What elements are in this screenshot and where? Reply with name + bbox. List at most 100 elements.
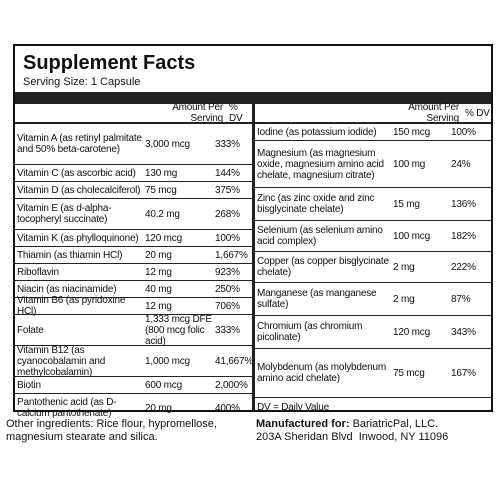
nutrient-name: Vitamin D (as cholecalciferol) [17,184,141,196]
right-table: Amount Per Serving % DV Iodine (as potassi… [255,102,491,417]
column-divider [252,104,255,410]
amount: 40.2 mg [145,208,180,220]
nutrient-row: Biotin 600 mcg 2,000% [15,377,252,394]
daily-value: 167% [451,367,476,379]
daily-value: 136% [451,198,476,210]
nutrient-row: Vitamin C (as ascorbic acid) 130 mg 144% [15,165,252,182]
supplement-label: Supplement Facts Serving Size: 1 Capsule… [13,44,493,419]
amount: 130 mg [145,167,178,179]
nutrient-row: Vitamin B6 (as pyridoxine HCl) 12 mg 706% [15,295,252,317]
nutrient-row: Vitamin E (as d-alpha-tocopheryl succina… [15,199,252,230]
amount: 12 mg [145,266,172,278]
serving-size: Serving Size: 1 Capsule [23,76,141,88]
nutrient-row: Selenium (as selenium amino acid complex… [255,221,491,252]
amount: 2 mg [393,261,415,273]
amount-header: Amount Per Serving [408,102,459,124]
nutrient-name: Magnesium (as magnesium oxide, magnesium… [257,147,384,181]
amount: 120 mcg [393,326,430,338]
amount: 100 mcg [393,230,430,242]
amount: 40 mg [145,283,172,295]
daily-value: 923% [215,266,240,278]
nutrient-row: Pantothenic acid (as D-calcium pantothen… [15,394,252,422]
amount: 2 mg [393,293,415,305]
table-header: Amount Per Serving % DV [255,102,491,124]
header-bar [15,92,491,104]
nutrient-name: Vitamin B6 (as pyridoxine HCl) [17,295,126,317]
nutrient-row: Vitamin B12 (as cyanocobalamin and methy… [15,344,254,378]
nutrient-row: Magnesium (as magnesium oxide, magnesium… [255,141,491,188]
nutrient-row: Vitamin K (as phylloquinone) 120 mcg 100% [15,230,252,247]
amount: 3,000 mcg [145,138,190,150]
manufacturer-label: Manufactured for: [256,418,350,430]
nutrient-row: Thiamin (as thiamin HCl) 20 mg 1,667% [15,247,252,264]
nutrient-name: Manganese (as manganese sulfate) [257,288,377,310]
nutrient-name: Molybdenum (as molybdenum amino acid che… [257,362,386,384]
footnote: DV = Daily Value [255,397,491,417]
daily-value: 87% [451,293,471,305]
daily-value: 333% [215,138,240,150]
nutrient-row: Manganese (as manganese sulfate) 2 mg 87% [255,283,491,316]
table-body: Vitamin A (as retinyl palmitate and 50% … [15,124,254,422]
dv-header: % DV [229,102,243,124]
daily-value: 2,000% [215,379,248,391]
table-body: Iodine (as potassium iodide) 150 mcg 100% M… [255,124,491,397]
nutrient-row: Molybdenum (as molybdenum amino acid che… [255,349,491,397]
nutrient-name: Pantothenic acid (as D-calcium pantothen… [17,397,117,419]
amount: 120 mcg [145,232,182,244]
nutrient-name: Vitamin A (as retinyl palmitate and 50% … [17,133,142,155]
daily-value: 375% [215,184,240,196]
nutrient-name: Selenium (as selenium amino acid complex… [257,225,383,247]
daily-value: 41,667% [215,355,254,367]
nutrient-row: Folate 1,333 mcg DFE (800 mcg folic acid)… [15,313,252,347]
nutrient-row: Vitamin A (as retinyl palmitate and 50% … [15,124,252,165]
amount: 1,333 mcg DFE (800 mcg folic acid) [145,313,212,347]
manufacturer-address: 203A Sheridan Blvd Inwood, NY 11096 [256,431,449,443]
nutrient-name: Biotin [17,379,41,391]
manufacturer: Manufactured for: BariatricPal, LLC. 203… [256,418,496,444]
nutrient-name: Thiamin (as thiamin HCl) [17,249,123,261]
amount: 150 mcg [393,126,430,138]
nutrient-row: Riboflavin 12 mg 923% [15,264,252,281]
nutrient-name: Niacin (as niacinamide) [17,283,117,295]
daily-value: 706% [215,300,240,312]
daily-value: 100% [451,126,476,138]
amount: 20 mg [145,249,172,261]
amount: 75 mcg [145,184,177,196]
nutrient-name: Iodine (as potassium iodide) [257,126,377,138]
amount: 600 mcg [145,379,182,391]
left-table: Amount Per Serving % DV Vitamin A (as reti… [15,102,254,422]
nutrient-name: Zinc (as zinc oxide and zinc bisglycinat… [257,193,375,215]
other-ingredients: Other ingredients: Rice flour, hypromell… [6,418,217,443]
amount: 1,000 mcg [145,355,190,367]
nutrient-name: Vitamin K (as phylloquinone) [17,232,139,244]
amount: 100 mg [393,158,426,170]
nutrient-row: Copper (as copper bisglycinate chelate) 2… [255,252,491,283]
nutrient-name: Chromium (as chromium picolinate) [257,321,363,343]
daily-value: 333% [215,324,240,336]
nutrient-name: Vitamin B12 (as cyanocobalamin and methy… [17,344,106,378]
nutrient-row: Vitamin D (as cholecalciferol) 75 mcg 375% [15,182,252,199]
nutrient-name: Vitamin E (as d-alpha-tocopheryl succina… [17,203,112,225]
amount-header: Amount Per Serving [172,102,223,124]
nutrient-row: Iodine (as potassium iodide) 150 mcg 100% [255,124,491,141]
dv-header: % DV [465,107,490,119]
daily-value: 24% [451,158,471,170]
nutrient-row: Niacin (as niacinamide) 40 mg 250% [15,281,252,298]
daily-value: 100% [215,232,240,244]
daily-value: 400% [215,402,240,414]
daily-value: 222% [451,261,476,273]
title: Supplement Facts [23,52,196,74]
nutrient-name: Vitamin C (as ascorbic acid) [17,167,136,179]
nutrient-name: Folate [17,324,44,336]
daily-value: 268% [215,208,240,220]
nutrient-row: Zinc (as zinc oxide and zinc bisglycinat… [255,188,491,221]
amount: 15 mg [393,198,420,210]
daily-value: 144% [215,167,240,179]
daily-value: 250% [215,283,240,295]
daily-value: 1,667% [215,249,248,261]
daily-value: 343% [451,326,476,338]
nutrient-name: Riboflavin [17,266,59,278]
table-header: Amount Per Serving % DV [15,102,252,124]
amount: 75 mcg [393,367,425,379]
daily-value: 182% [451,230,476,242]
